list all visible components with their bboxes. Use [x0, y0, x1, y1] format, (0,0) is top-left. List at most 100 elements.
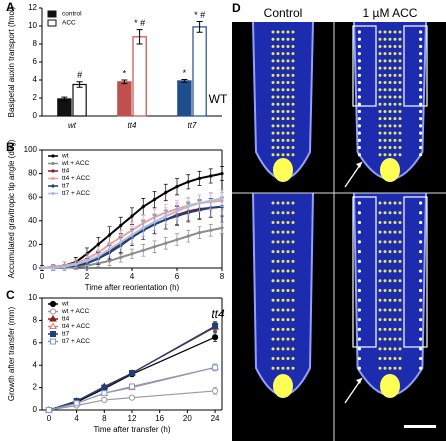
nucleus	[276, 289, 280, 292]
legend-label: wt	[61, 301, 69, 308]
nucleus	[286, 95, 290, 99]
nucleus	[271, 59, 275, 63]
x-tick-label: 2	[85, 272, 90, 281]
nucleus	[286, 37, 290, 41]
nucleus	[276, 318, 280, 322]
nucleus	[388, 201, 392, 205]
root	[354, 22, 426, 179]
significance-label: * #	[194, 10, 205, 20]
nucleus	[383, 44, 387, 48]
nucleus	[281, 52, 285, 56]
nucleus	[388, 59, 392, 63]
marker	[209, 174, 213, 178]
legend-label: ACC	[62, 20, 76, 27]
nucleus	[393, 73, 397, 77]
nucleus	[291, 308, 295, 312]
nucleus	[378, 153, 382, 157]
nucleus	[281, 230, 285, 234]
marker	[220, 172, 224, 176]
nucleus	[393, 269, 397, 273]
nucleus	[286, 250, 290, 254]
nucleus	[281, 146, 285, 150]
x-tick-label: 0	[40, 272, 45, 281]
y-tick-label: 80	[28, 169, 37, 178]
marker	[49, 308, 57, 315]
nucleus	[388, 146, 392, 150]
nucleus	[388, 66, 392, 70]
legend-label: tt4 + ACC	[62, 175, 90, 182]
nucleus	[378, 327, 382, 331]
nucleus	[388, 117, 392, 121]
nucleus	[378, 109, 382, 113]
nucleus	[378, 30, 382, 34]
scale-bar	[404, 425, 436, 428]
nucleus	[291, 88, 295, 92]
nucleus	[286, 131, 290, 135]
legend-swatch	[47, 10, 57, 18]
marker	[152, 197, 157, 202]
nucleus	[383, 327, 387, 331]
nucleus	[276, 59, 280, 63]
nucleus	[378, 44, 382, 48]
nucleus	[271, 318, 275, 322]
marker	[96, 242, 100, 246]
nucleus	[276, 131, 280, 135]
marker	[141, 248, 145, 252]
y-tick-label: 4	[33, 75, 38, 84]
nucleus	[281, 88, 285, 92]
marker	[220, 196, 224, 200]
x-tick-label: 0	[47, 414, 52, 423]
nucleus	[398, 250, 402, 254]
qc-signal	[380, 374, 400, 398]
nucleus	[357, 318, 361, 322]
nucleus	[281, 337, 285, 341]
marker	[51, 169, 55, 173]
marker	[141, 205, 145, 209]
nucleus	[378, 230, 382, 234]
nucleus	[419, 37, 423, 41]
nucleus	[276, 73, 280, 77]
marker	[152, 220, 157, 224]
nucleus	[398, 37, 402, 41]
marker	[209, 228, 213, 232]
nucleus	[378, 250, 382, 254]
nucleus	[383, 30, 387, 34]
legend-swatch	[47, 19, 57, 27]
nucleus	[383, 124, 387, 128]
nucleus	[398, 347, 402, 351]
marker	[101, 384, 108, 391]
x-tick-label: 12	[128, 414, 137, 423]
nucleus	[271, 289, 275, 292]
nucleus	[286, 30, 290, 34]
nucleus	[276, 153, 280, 157]
nucleus	[398, 279, 402, 283]
nucleus	[378, 37, 382, 41]
x-tick-label: tt7	[188, 121, 197, 130]
marker	[40, 266, 44, 270]
nucleus	[276, 308, 280, 312]
nucleus	[357, 279, 361, 283]
nucleus	[398, 211, 402, 215]
nucleus	[398, 327, 402, 331]
nucleus	[276, 117, 280, 121]
nucleus	[393, 279, 397, 283]
nucleus	[388, 240, 392, 244]
nucleus	[419, 240, 423, 244]
nucleus	[291, 66, 295, 70]
nucleus	[393, 230, 397, 234]
nucleus	[357, 327, 361, 331]
nucleus	[271, 250, 275, 254]
nucleus	[398, 201, 402, 205]
nucleus	[271, 146, 275, 150]
nucleus	[357, 259, 361, 263]
nucleus	[383, 347, 387, 351]
nucleus	[383, 366, 387, 370]
nucleus	[276, 259, 280, 263]
nucleus	[357, 37, 361, 41]
nucleus	[276, 279, 280, 283]
nucleus	[271, 220, 275, 224]
box	[352, 196, 377, 348]
y-tick-label: 40	[28, 216, 37, 225]
nucleus	[383, 337, 387, 341]
